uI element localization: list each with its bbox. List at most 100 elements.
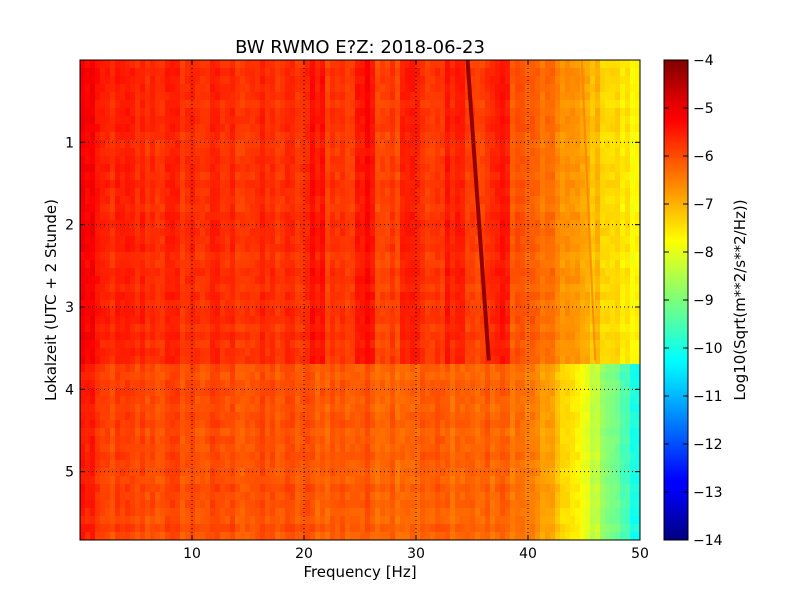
heatmap-cell [635, 156, 640, 165]
heatmap-cell [315, 196, 321, 205]
heatmap-cell [465, 268, 471, 277]
heatmap-cell [245, 140, 251, 149]
heatmap-cell [260, 148, 266, 157]
heatmap-cell [615, 172, 621, 181]
heatmap-cell [565, 68, 571, 77]
heatmap-cell [465, 276, 471, 285]
heatmap-cell [535, 380, 541, 389]
heatmap-cell [175, 92, 181, 101]
heatmap-cell [245, 124, 251, 133]
heatmap-cell [370, 76, 376, 85]
heatmap-cell [95, 124, 101, 133]
heatmap-cell [275, 188, 281, 197]
heatmap-cell [630, 364, 636, 373]
heatmap-cell [530, 132, 536, 141]
heatmap-cell [635, 100, 640, 109]
heatmap-cell [180, 116, 186, 125]
heatmap-cell [215, 124, 221, 133]
heatmap-cell [250, 268, 256, 277]
heatmap-cell [350, 76, 356, 85]
heatmap-cell [160, 300, 166, 309]
heatmap-cell [495, 76, 501, 85]
heatmap-cell [285, 284, 291, 293]
heatmap-cell [335, 100, 341, 109]
heatmap-cell [205, 188, 211, 197]
heatmap-cell [350, 116, 356, 125]
heatmap-cell [510, 244, 516, 253]
heatmap-cell [355, 100, 361, 109]
heatmap-cell [315, 332, 321, 341]
heatmap-cell [485, 196, 491, 205]
heatmap-cell [380, 332, 386, 341]
heatmap-cell [410, 372, 416, 381]
heatmap-cell [370, 252, 376, 261]
heatmap-cell [225, 284, 231, 293]
heatmap-cell [590, 116, 596, 125]
heatmap-cell [220, 388, 226, 397]
heatmap-cell [415, 364, 421, 373]
heatmap-cell [290, 380, 296, 389]
heatmap-cell [190, 316, 196, 325]
heatmap-cell [420, 324, 426, 333]
heatmap-cell [350, 372, 356, 381]
heatmap-cell [200, 132, 206, 141]
heatmap-cell [570, 212, 576, 221]
heatmap-cell [495, 132, 501, 141]
heatmap-cell [200, 100, 206, 109]
heatmap-cell [180, 244, 186, 253]
heatmap-cell [135, 364, 141, 373]
heatmap-cell [530, 204, 536, 213]
heatmap-cell [225, 308, 231, 317]
heatmap-cell [460, 284, 466, 293]
heatmap-cell [600, 132, 606, 141]
heatmap-cell [500, 396, 506, 405]
heatmap-cell [105, 124, 111, 133]
heatmap-cell [565, 228, 571, 237]
heatmap-cell [280, 180, 286, 189]
heatmap-cell [565, 356, 571, 365]
heatmap-cell [445, 268, 451, 277]
heatmap-cell [280, 228, 286, 237]
heatmap-cell [200, 372, 206, 381]
heatmap-cell [455, 76, 461, 85]
heatmap-cell [150, 412, 156, 421]
heatmap-cell [310, 204, 316, 213]
heatmap-cell [510, 132, 516, 141]
heatmap-cell [345, 228, 351, 237]
heatmap-cell [305, 268, 311, 277]
heatmap-cell [405, 284, 411, 293]
heatmap-cell [325, 388, 331, 397]
heatmap-cell [570, 76, 576, 85]
heatmap-cell [370, 84, 376, 93]
heatmap-cell [520, 244, 526, 253]
heatmap-cell [340, 68, 346, 77]
heatmap-cell [530, 292, 536, 301]
heatmap-cell [490, 228, 496, 237]
heatmap-cell [330, 396, 336, 405]
heatmap-cell [150, 68, 156, 77]
heatmap-cell [135, 220, 141, 229]
heatmap-cell [160, 156, 166, 165]
heatmap-cell [610, 196, 616, 205]
heatmap-cell [405, 412, 411, 421]
heatmap-cell [455, 236, 461, 245]
heatmap-cell [530, 276, 536, 285]
heatmap-cell [430, 316, 436, 325]
heatmap-cell [85, 196, 91, 205]
heatmap-cell [185, 156, 191, 165]
heatmap-cell [520, 156, 526, 165]
heatmap-cell [140, 404, 146, 413]
heatmap-cell [500, 84, 506, 93]
heatmap-cell [500, 188, 506, 197]
heatmap-cell [80, 292, 86, 301]
heatmap-cell [155, 60, 161, 69]
heatmap-cell [100, 252, 106, 261]
heatmap-cell [405, 132, 411, 141]
heatmap-cell [555, 396, 561, 405]
heatmap-cell [410, 276, 416, 285]
heatmap-cell [180, 84, 186, 93]
heatmap-cell [510, 172, 516, 181]
heatmap-cell [220, 404, 226, 413]
heatmap-cell [605, 220, 611, 229]
heatmap-cell [585, 164, 591, 173]
